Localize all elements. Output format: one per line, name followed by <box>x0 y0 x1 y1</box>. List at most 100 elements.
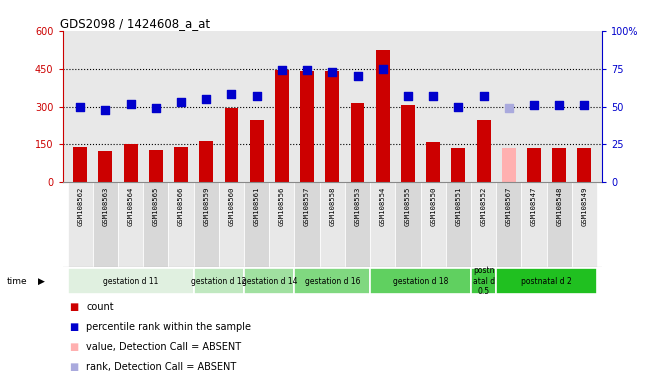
Text: percentile rank within the sample: percentile rank within the sample <box>86 322 251 332</box>
Text: count: count <box>86 302 114 312</box>
Bar <box>219 182 244 267</box>
Bar <box>345 182 370 267</box>
Text: GSM108558: GSM108558 <box>329 187 336 226</box>
Bar <box>401 105 415 182</box>
Bar <box>275 70 289 182</box>
Text: GSM108549: GSM108549 <box>582 187 588 226</box>
Text: GSM108565: GSM108565 <box>153 187 159 226</box>
Bar <box>149 149 163 182</box>
Text: GSM108551: GSM108551 <box>455 187 461 226</box>
Bar <box>295 182 320 267</box>
Point <box>478 93 489 99</box>
Bar <box>68 182 93 267</box>
Bar <box>502 148 516 182</box>
Bar <box>199 141 213 182</box>
Point <box>251 93 262 99</box>
Text: GSM108552: GSM108552 <box>480 187 486 226</box>
Text: GSM108556: GSM108556 <box>279 187 285 226</box>
Text: GDS2098 / 1424608_a_at: GDS2098 / 1424608_a_at <box>60 17 210 30</box>
Bar <box>93 182 118 267</box>
Bar <box>174 147 188 182</box>
Bar <box>395 182 420 267</box>
Text: gestation d 11: gestation d 11 <box>103 277 159 286</box>
Bar <box>578 147 592 182</box>
Text: GSM108548: GSM108548 <box>556 187 562 226</box>
Text: ■: ■ <box>69 302 78 312</box>
Bar <box>168 182 193 267</box>
Bar <box>471 182 496 267</box>
Bar <box>451 148 465 182</box>
Bar <box>224 108 238 182</box>
Bar <box>445 182 471 267</box>
Text: GSM108561: GSM108561 <box>253 187 260 226</box>
Text: gestation d 16: gestation d 16 <box>305 277 360 286</box>
Text: gestation d 12: gestation d 12 <box>191 277 247 286</box>
Bar <box>320 182 345 267</box>
Bar <box>143 182 168 267</box>
Point <box>75 104 86 110</box>
Bar <box>118 182 143 267</box>
Bar <box>193 268 244 294</box>
Text: GSM108566: GSM108566 <box>178 187 184 226</box>
Bar <box>269 182 295 267</box>
Text: postn
atal d
0.5: postn atal d 0.5 <box>472 266 495 296</box>
Bar <box>124 144 138 182</box>
Point <box>276 67 287 73</box>
Text: time: time <box>7 277 27 286</box>
Point <box>554 102 565 108</box>
Point <box>151 105 161 111</box>
Bar <box>547 182 572 267</box>
Text: GSM108562: GSM108562 <box>77 187 83 226</box>
Text: GSM108550: GSM108550 <box>430 187 436 226</box>
Bar <box>193 182 219 267</box>
Bar <box>244 182 269 267</box>
Point <box>327 69 338 75</box>
Bar <box>325 71 340 182</box>
Bar <box>496 182 521 267</box>
Bar <box>420 182 445 267</box>
Point <box>302 67 313 73</box>
Bar <box>426 142 440 182</box>
Point <box>428 93 438 99</box>
Point <box>100 106 111 113</box>
Bar <box>376 50 390 182</box>
Bar <box>496 268 597 294</box>
Point <box>226 91 237 98</box>
Text: ▶: ▶ <box>38 277 44 286</box>
Bar <box>250 121 264 182</box>
Text: gestation d 14: gestation d 14 <box>241 277 297 286</box>
Text: GSM108555: GSM108555 <box>405 187 411 226</box>
Bar <box>73 147 87 182</box>
Point <box>176 99 186 105</box>
Text: rank, Detection Call = ABSENT: rank, Detection Call = ABSENT <box>86 362 236 372</box>
Point <box>403 93 413 99</box>
Bar <box>68 268 193 294</box>
Bar <box>476 121 490 182</box>
Point <box>529 102 540 108</box>
Bar <box>351 103 365 182</box>
Text: gestation d 18: gestation d 18 <box>393 277 448 286</box>
Text: value, Detection Call = ABSENT: value, Detection Call = ABSENT <box>86 342 241 352</box>
Text: GSM108560: GSM108560 <box>228 187 234 226</box>
Text: GSM108554: GSM108554 <box>380 187 386 226</box>
Point <box>503 105 514 111</box>
Text: GSM108563: GSM108563 <box>103 187 109 226</box>
Bar <box>572 182 597 267</box>
Text: ■: ■ <box>69 362 78 372</box>
Text: GSM108557: GSM108557 <box>304 187 310 226</box>
Bar <box>370 182 395 267</box>
Point <box>453 104 464 110</box>
Text: postnatal d 2: postnatal d 2 <box>521 277 572 286</box>
Bar <box>300 71 314 182</box>
Bar <box>370 268 471 294</box>
Text: GSM108553: GSM108553 <box>355 187 361 226</box>
Point <box>352 73 363 79</box>
Bar <box>295 268 370 294</box>
Point <box>579 102 590 108</box>
Bar <box>521 182 547 267</box>
Text: GSM108559: GSM108559 <box>203 187 209 226</box>
Text: ■: ■ <box>69 322 78 332</box>
Bar <box>552 148 566 182</box>
Bar <box>471 268 496 294</box>
Text: GSM108567: GSM108567 <box>506 187 512 226</box>
